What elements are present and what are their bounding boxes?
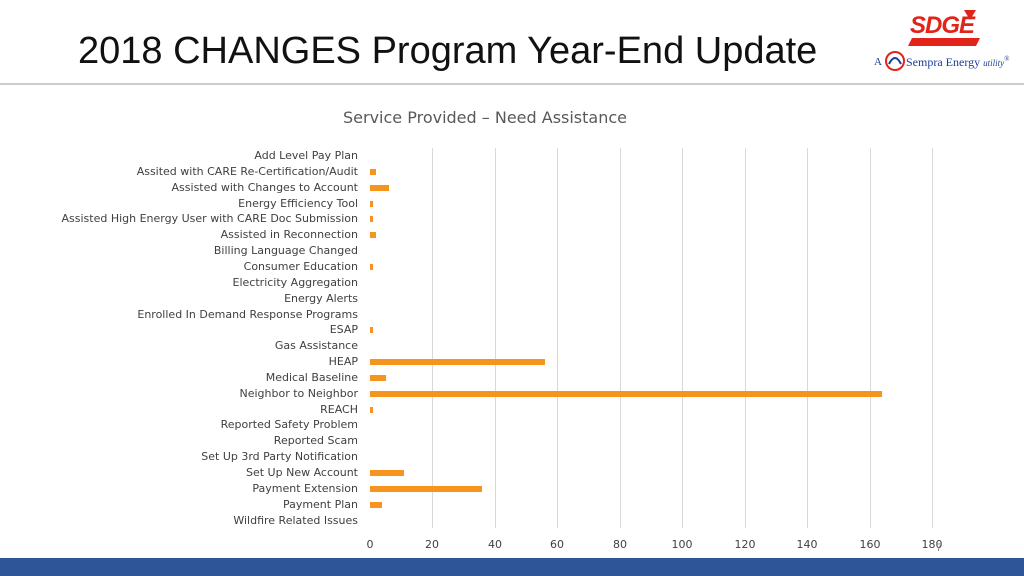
chart-title: Service Provided – Need Assistance xyxy=(343,108,627,127)
category-label: Assisted with Changes to Account xyxy=(171,181,358,194)
category-label: Reported Safety Problem xyxy=(220,418,358,431)
category-label: Gas Assistance xyxy=(274,339,358,352)
gridline xyxy=(932,148,933,528)
category-label: Billing Language Changed xyxy=(213,244,358,257)
category-label: Medical Baseline xyxy=(265,371,358,384)
category-label: Payment Extension xyxy=(252,482,358,495)
bar xyxy=(370,375,386,381)
category-label: Assited with CARE Re-Certification/Audit xyxy=(136,165,358,178)
bar xyxy=(370,169,376,175)
x-tick-label: 180 xyxy=(921,538,943,551)
bar xyxy=(370,502,382,508)
gridline xyxy=(620,148,621,528)
category-label: Electricity Aggregation xyxy=(232,276,358,289)
registered-mark: ® xyxy=(1004,55,1010,63)
category-label: HEAP xyxy=(328,355,358,368)
sempra-utility: utility xyxy=(983,58,1005,68)
category-label: Enrolled In Demand Response Programs xyxy=(137,308,358,321)
gridline xyxy=(682,148,683,528)
category-label: Energy Alerts xyxy=(284,292,358,305)
bar xyxy=(370,201,373,207)
bar xyxy=(370,264,373,270)
gridline xyxy=(557,148,558,528)
bar xyxy=(370,470,404,476)
category-label: Energy Efficiency Tool xyxy=(238,197,358,210)
sdge-wordmark: SDGE xyxy=(910,12,975,39)
sempra-wordmark: Sempra Energy utility® xyxy=(906,55,1009,70)
gridline xyxy=(807,148,808,528)
bar xyxy=(370,185,389,191)
title-divider xyxy=(0,83,1024,85)
bar xyxy=(370,407,373,413)
sempra-flame-icon xyxy=(885,51,905,71)
x-tick-label: 120 xyxy=(734,538,756,551)
category-label: ESAP xyxy=(329,323,358,336)
category-label: Add Level Pay Plan xyxy=(254,149,358,162)
sdge-logo-icon xyxy=(908,10,980,46)
category-label: Payment Plan xyxy=(282,498,358,511)
category-label: Reported Scam xyxy=(273,434,358,447)
x-tick-label: 60 xyxy=(550,538,564,551)
category-label: Wildfire Related Issues xyxy=(233,514,358,527)
gridline xyxy=(870,148,871,528)
bar xyxy=(370,359,545,365)
bar xyxy=(370,232,376,238)
bar xyxy=(370,327,373,333)
category-label: Assisted in Reconnection xyxy=(220,228,358,241)
x-tick-label: 80 xyxy=(613,538,627,551)
category-label: Neighbor to Neighbor xyxy=(239,387,358,400)
category-label: REACH xyxy=(320,403,358,416)
x-tick-label: 40 xyxy=(488,538,502,551)
x-tick-label: 160 xyxy=(859,538,881,551)
logo-prefix: A xyxy=(874,56,882,68)
bar xyxy=(370,486,482,492)
footer-bar xyxy=(0,558,1024,576)
category-label: Set Up New Account xyxy=(246,466,358,479)
sempra-name: Sempra Energy xyxy=(906,55,981,69)
page-number: 7 xyxy=(936,542,943,554)
gridline xyxy=(745,148,746,528)
x-tick-label: 0 xyxy=(366,538,374,551)
gridline xyxy=(432,148,433,528)
category-label: Set Up 3rd Party Notification xyxy=(201,450,358,463)
x-tick-label: 20 xyxy=(425,538,439,551)
x-tick-label: 140 xyxy=(796,538,818,551)
category-label: Consumer Education xyxy=(243,260,358,273)
category-label: Assisted High Energy User with CARE Doc … xyxy=(61,212,359,225)
gridline xyxy=(495,148,496,528)
slide-title: 2018 CHANGES Program Year-End Update xyxy=(78,30,818,72)
x-tick-label: 100 xyxy=(671,538,693,551)
bar xyxy=(370,216,373,222)
sdge-logo: SDGE A Sempra Energy utility® xyxy=(872,8,1020,74)
bar xyxy=(370,391,882,397)
